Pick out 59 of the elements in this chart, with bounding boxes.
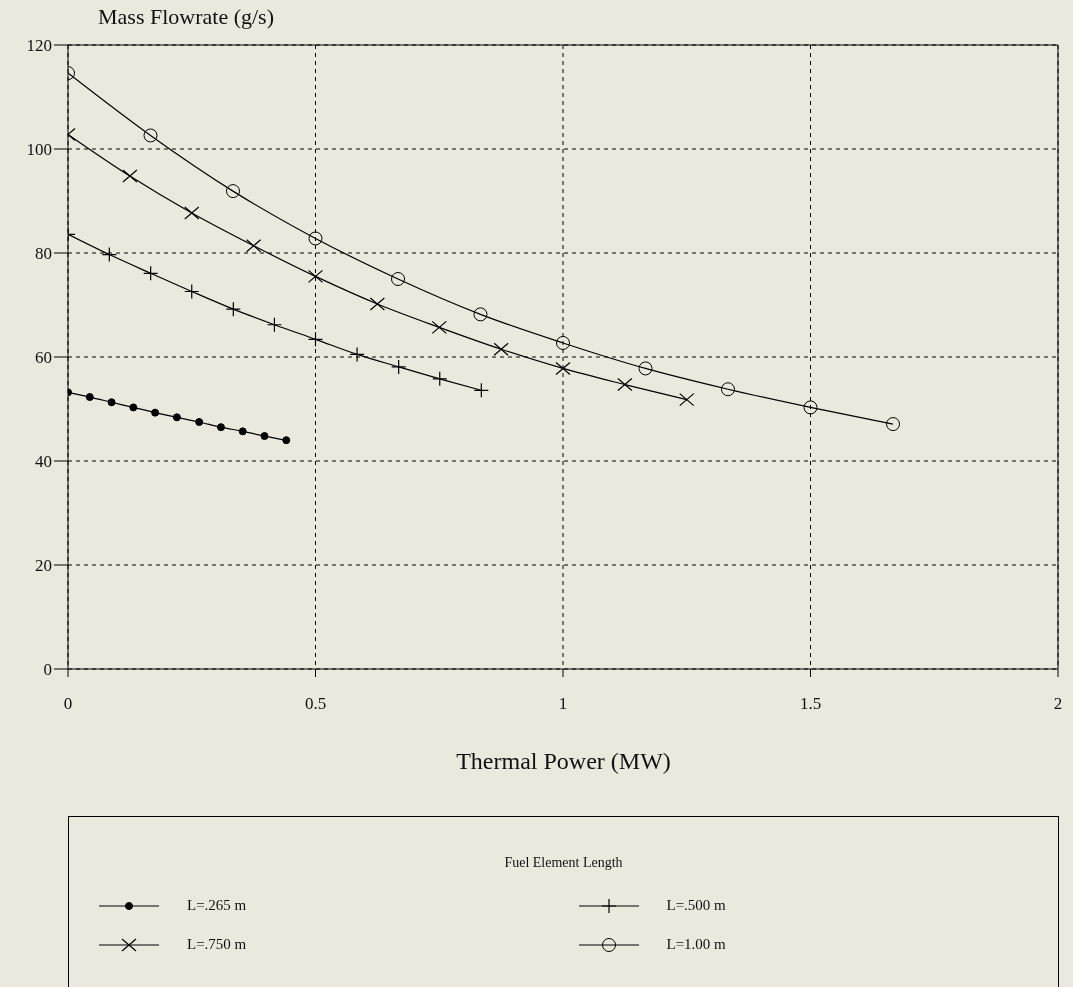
point [432,371,448,387]
point [246,239,262,253]
point [391,272,406,286]
point [195,418,204,426]
point [431,320,447,334]
point [184,283,200,300]
point [307,269,324,283]
x-axis-title: Thermal Power (MW) [455,748,672,775]
point [349,346,365,362]
point [143,265,159,281]
point [493,342,509,356]
legend-title: Fuel Element Length [503,855,624,871]
point [129,403,138,412]
point [282,436,291,445]
point [266,317,283,333]
point [473,382,489,398]
y-tick-label: 40 [35,452,52,472]
point [225,184,240,199]
x-tick-label: 0 [63,694,73,714]
point [172,413,181,422]
point [473,307,488,322]
y-tick-label: 100 [26,140,52,160]
y-axis-title: Mass Flowrate (g/s) [98,4,274,30]
point [720,382,735,397]
point [307,331,324,347]
point [85,393,94,402]
point [238,427,247,436]
point [556,335,570,350]
x-tick-label: 0.5 [304,694,327,714]
point [886,417,901,432]
x-tick-label: 1 [558,694,568,714]
point [369,297,385,311]
point [101,246,117,263]
point [555,361,571,376]
point [216,423,225,432]
y-tick-label: 120 [26,36,52,56]
point [308,231,323,246]
y-tick-label: 20 [35,556,52,576]
point [679,393,695,407]
y-tick-label: 80 [35,244,52,264]
legend-label: L=1.00 m [666,936,726,953]
point [617,377,633,392]
point [107,398,116,407]
point [184,206,200,220]
point [391,359,407,375]
point [260,432,269,441]
point [151,408,160,417]
x-tick-label: 2 [1053,694,1063,714]
point [803,400,818,415]
legend-label: L=.500 m [666,897,726,914]
point [143,128,158,143]
legend-label: L=.750 m [187,936,247,953]
point [638,361,653,376]
x-tick-label: 1.5 [799,694,822,714]
point [225,301,241,317]
y-tick-label: 0 [43,660,52,680]
point [122,169,138,183]
legend-label: L=.265 m [187,897,247,914]
y-tick-label: 60 [35,348,52,368]
